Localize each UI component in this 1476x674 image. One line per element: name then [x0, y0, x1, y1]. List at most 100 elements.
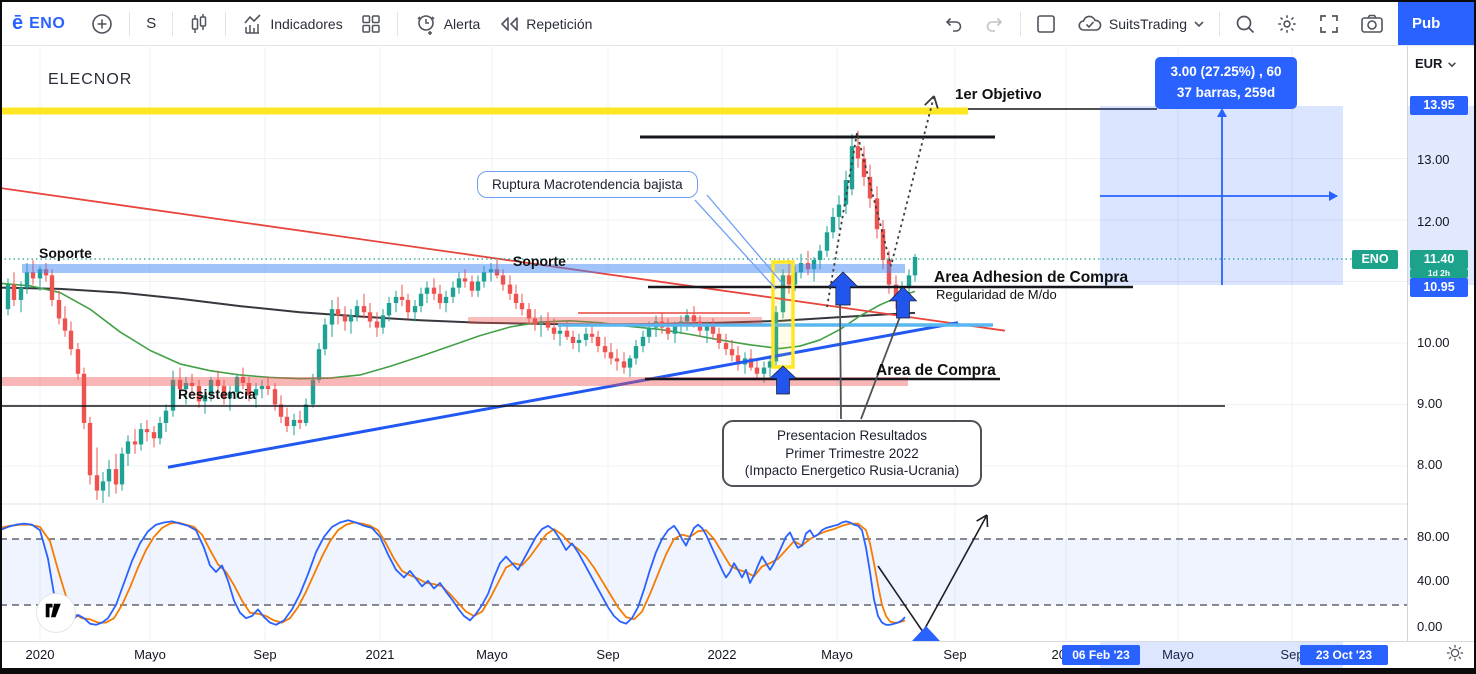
alert-button[interactable]: Alerta [408, 8, 487, 40]
soporte-band[interactable] [22, 264, 905, 273]
symbol-button[interactable]: ENO [29, 14, 66, 32]
breakout-highlight-rect[interactable] [771, 260, 795, 369]
symbol-add-button[interactable] [85, 9, 119, 39]
annotation-resistencia[interactable]: Resistencia [178, 386, 256, 402]
tradingview-logo-glyph [45, 603, 61, 618]
publish-button[interactable]: Pub [1398, 2, 1474, 45]
chevron-down-icon [1448, 62, 1456, 68]
interval-button[interactable]: S [146, 15, 157, 32]
time-tick-label: Sep [943, 647, 967, 662]
candle-body [227, 392, 233, 399]
up-arrowhead [1217, 108, 1227, 117]
annotation-soporte-left[interactable]: Soporte [39, 245, 92, 261]
undo-icon [945, 17, 962, 32]
candle-body [354, 306, 360, 316]
price-axis[interactable]: EUR 13.00 12.00 10.00 9.00 8.00 80.00 40.00 0.0… [1407, 45, 1475, 641]
candle-body [513, 293, 519, 304]
candle-body [912, 256, 918, 276]
candle-body [773, 312, 779, 362]
stochastic-d-line [0, 521, 906, 624]
price-badge: 1d 2h [1410, 269, 1468, 278]
candle-body [125, 441, 131, 454]
fullscreen-button[interactable] [1312, 9, 1346, 39]
search-button[interactable] [1228, 9, 1262, 39]
candle-body [100, 481, 106, 491]
candle-body [880, 229, 886, 260]
annotation-area-compra[interactable]: Area de Compra [876, 362, 996, 379]
buy-arrow-marker[interactable] [827, 271, 859, 306]
candle-body [570, 336, 576, 343]
range-tooltip-line-1: 3.00 (27.25%) , 60 [1170, 64, 1282, 79]
candle-body [202, 395, 208, 402]
redo-button[interactable] [978, 10, 1012, 38]
indicators-label: Indicadores [270, 15, 343, 32]
rewind-icon [501, 16, 519, 31]
candle-body [456, 278, 462, 288]
macro-downtrend-line[interactable] [0, 187, 1006, 332]
candle-body [18, 287, 24, 300]
candle-body [265, 386, 271, 390]
ascending-trendline[interactable] [167, 321, 959, 469]
broker-logo[interactable]: ē [12, 12, 24, 34]
cloud-account-button[interactable]: SuitsTrading [1071, 10, 1211, 38]
target-yellow-line[interactable] [0, 107, 968, 115]
single-layout-icon [1037, 14, 1055, 33]
account-name: SuitsTrading [1108, 15, 1187, 32]
annotation-adhesion-title[interactable]: Area Adhesion de Compra [934, 269, 1129, 286]
candle-body [68, 330, 74, 350]
candle-body [627, 358, 633, 368]
candle-body [431, 287, 437, 294]
search-icon [1236, 15, 1255, 33]
candle-body [106, 469, 112, 482]
indicators-button[interactable]: Indicadores [236, 9, 348, 39]
price-axis-currency[interactable]: EUR [1408, 56, 1476, 71]
candle-body [786, 275, 792, 285]
tradingview-logo[interactable] [37, 594, 75, 632]
settings-button[interactable] [1270, 9, 1304, 39]
candle-body [507, 284, 513, 294]
annotation-soporte-mid[interactable]: Soporte [513, 253, 566, 269]
candle-body [335, 309, 341, 316]
alarm-clock-icon [417, 14, 435, 35]
top-toolbar: ē ENO S Indicadores [2, 2, 1474, 46]
buy-arrow-marker[interactable] [768, 365, 798, 395]
layout-button[interactable] [1029, 9, 1063, 39]
buy-triangle-marker[interactable] [912, 626, 940, 641]
frame-border-bottom [0, 668, 1476, 674]
mid-band[interactable] [468, 317, 762, 324]
callout-ruptura[interactable]: Ruptura Macrotendencia bajista [477, 171, 698, 198]
candle-body [538, 321, 544, 325]
candle-body [215, 379, 221, 387]
indicators-icon [244, 13, 261, 34]
note-connector-line [839, 301, 842, 420]
candle-body [272, 389, 278, 405]
replay-button[interactable]: Repetición [492, 10, 598, 38]
time-axis[interactable]: 2020MayoSep2021MayoSep2022MayoSep2023May… [2, 641, 1474, 669]
candle-body [348, 315, 354, 322]
resistencia-band[interactable] [0, 377, 908, 386]
candle-body [393, 296, 399, 304]
frame-border-top [0, 0, 1476, 2]
undo-button[interactable] [936, 10, 970, 38]
candle-body [49, 275, 55, 300]
candle-body [893, 284, 899, 300]
time-tick-label: 2022 [707, 647, 737, 662]
candle-body [259, 386, 265, 390]
chart-style-button[interactable] [183, 9, 215, 39]
templates-button[interactable] [355, 10, 387, 38]
candle-body [443, 296, 449, 304]
buy-arrow-marker[interactable] [888, 286, 918, 319]
annotation-objetivo[interactable]: 1er Objetivo [955, 86, 1042, 103]
toolbar-divider [1019, 11, 1021, 36]
price-badge: 11.40 [1410, 250, 1468, 269]
candle-body [792, 272, 798, 285]
frame-border-right [1474, 0, 1476, 674]
axis-settings-sun-icon[interactable] [1446, 644, 1464, 667]
candle-body [151, 432, 157, 439]
toolbar-divider [396, 11, 398, 36]
candle-body [87, 422, 93, 476]
candle-body [678, 321, 684, 325]
screenshot-button[interactable] [1354, 9, 1390, 39]
note-presentacion[interactable]: Presentacion Resultados Primer Trimestre… [722, 420, 982, 487]
